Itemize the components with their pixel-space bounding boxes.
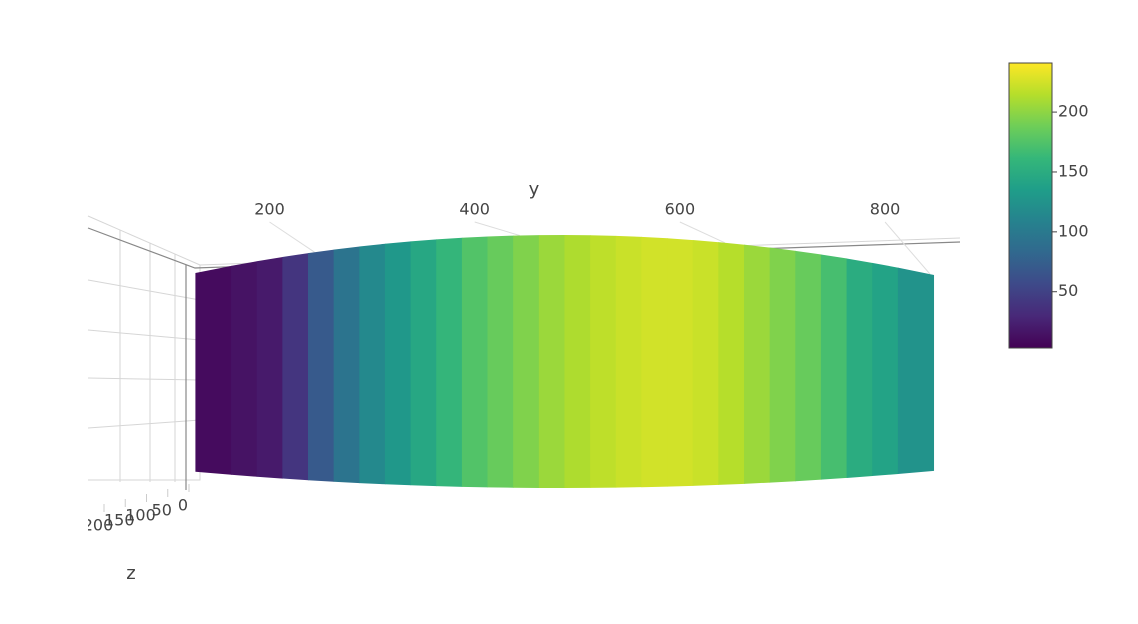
colorbar <box>1008 62 1053 349</box>
surface-strip <box>487 235 514 488</box>
surface-strip <box>744 244 771 484</box>
x-tick-line <box>269 221 315 253</box>
surface-strip <box>846 258 873 478</box>
surface-strip <box>718 242 745 485</box>
surface <box>195 235 935 488</box>
x-tick-line <box>884 221 931 275</box>
z-tick-label: 0 <box>178 496 188 515</box>
surface-strip <box>308 249 335 482</box>
surface-strip <box>641 236 668 488</box>
surface-strip <box>333 246 360 484</box>
surface-strip <box>795 250 822 482</box>
x-tick-label: 800 <box>870 200 901 219</box>
surface-strip <box>615 235 642 488</box>
surface-strip <box>436 237 463 487</box>
surface-strip <box>195 265 232 475</box>
surface-strip <box>384 241 412 486</box>
surface-strip <box>667 238 694 487</box>
x-axis-title: y <box>529 179 540 200</box>
z-tick-label: 150 <box>104 511 135 530</box>
surface-strip <box>872 262 899 477</box>
surface-strip <box>538 235 565 488</box>
surface-strip <box>769 247 796 483</box>
colorbar-tick-label: 50 <box>1058 281 1078 300</box>
surface-strip <box>692 240 719 486</box>
surface-strip <box>410 239 437 487</box>
z-tick-label: 200 <box>83 516 114 535</box>
surface-strip <box>897 267 935 475</box>
x-tick-label: 600 <box>665 200 696 219</box>
surface-strip <box>282 253 309 481</box>
colorbar-tick-label: 100 <box>1058 221 1089 240</box>
surface-strip <box>820 254 848 480</box>
surface-strip <box>256 256 283 479</box>
x-tick-label: 400 <box>459 200 490 219</box>
z-axis-title: z <box>126 563 135 584</box>
x-tick-line <box>679 221 726 244</box>
surface-strip <box>590 235 617 488</box>
colorbar-tick-label: 150 <box>1058 161 1089 180</box>
z-tick-label: 50 <box>152 501 172 520</box>
z-tick-label: 100 <box>125 506 156 525</box>
surface-strip <box>564 235 591 488</box>
surface-strip <box>461 236 489 488</box>
surface-strip <box>231 261 258 477</box>
colorbar-tick-label: 200 <box>1058 102 1089 121</box>
x-tick-label: 200 <box>254 200 285 219</box>
surface-strip <box>513 235 540 488</box>
x-tick-line <box>474 221 520 236</box>
surface-strip <box>359 243 386 485</box>
